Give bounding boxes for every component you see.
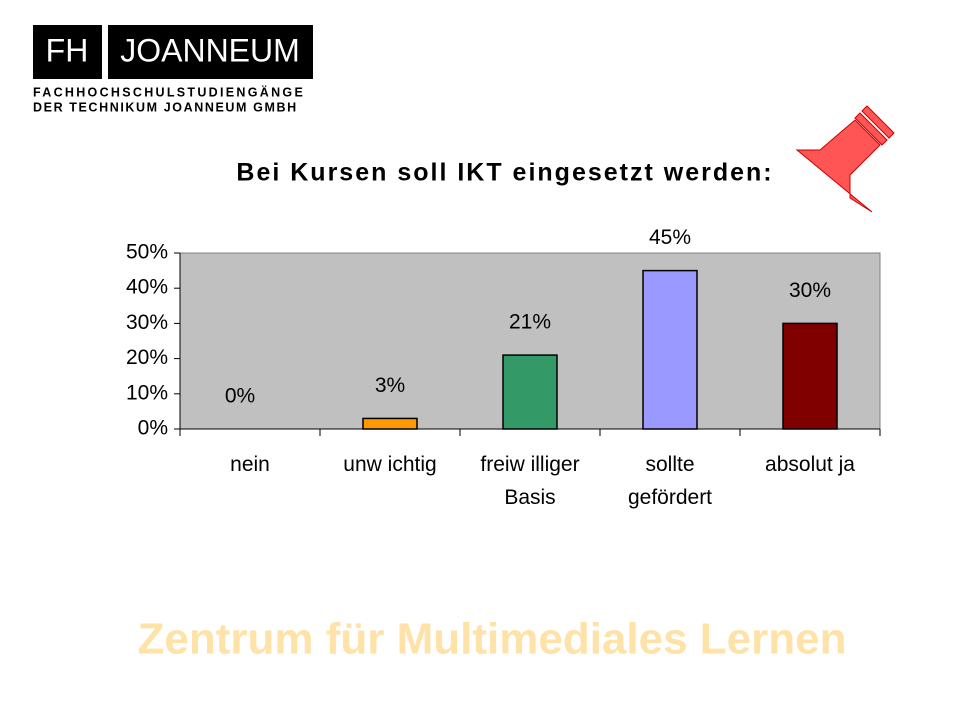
bar <box>642 269 698 430</box>
bar <box>782 322 838 430</box>
y-tick-label: 30% <box>126 311 168 334</box>
logo-line: FACHHOCHSCHULSTUDIENGÄNGE <box>33 84 305 99</box>
y-tick-label: 0% <box>138 417 168 440</box>
y-tick-label: 10% <box>126 381 168 404</box>
logo-line: DER TECHNIKUM JOANNEUM GMBH <box>33 100 298 114</box>
value-label: 21% <box>509 311 551 334</box>
bar <box>362 417 418 430</box>
value-label: 3% <box>375 374 405 397</box>
x-tick-label: unw ichtig <box>343 453 437 476</box>
y-tick-label: 20% <box>126 346 168 369</box>
arrow <box>795 105 895 213</box>
y-tick-label: 50% <box>126 241 168 264</box>
value-label: 45% <box>649 226 691 249</box>
value-label: 30% <box>789 279 831 302</box>
bar <box>502 354 558 430</box>
logo-text: JOANNEUM <box>120 32 300 68</box>
value-label: 0% <box>225 385 255 408</box>
footer-text: Zentrum für Multimediales Lernen <box>138 615 847 664</box>
y-tick-label: 40% <box>126 276 168 299</box>
x-tick-label: sollte gefördert <box>627 453 713 509</box>
logo-box <box>108 25 313 79</box>
x-tick-label: absolut ja <box>765 453 855 476</box>
logo-text: FH <box>46 32 89 68</box>
chart-title: Bei Kursen soll IKT eingesetzt werden: <box>236 159 773 187</box>
x-tick-label: freiw illiger Basis <box>480 453 580 509</box>
logo-box <box>33 25 102 79</box>
x-tick-label: nein <box>230 453 270 476</box>
